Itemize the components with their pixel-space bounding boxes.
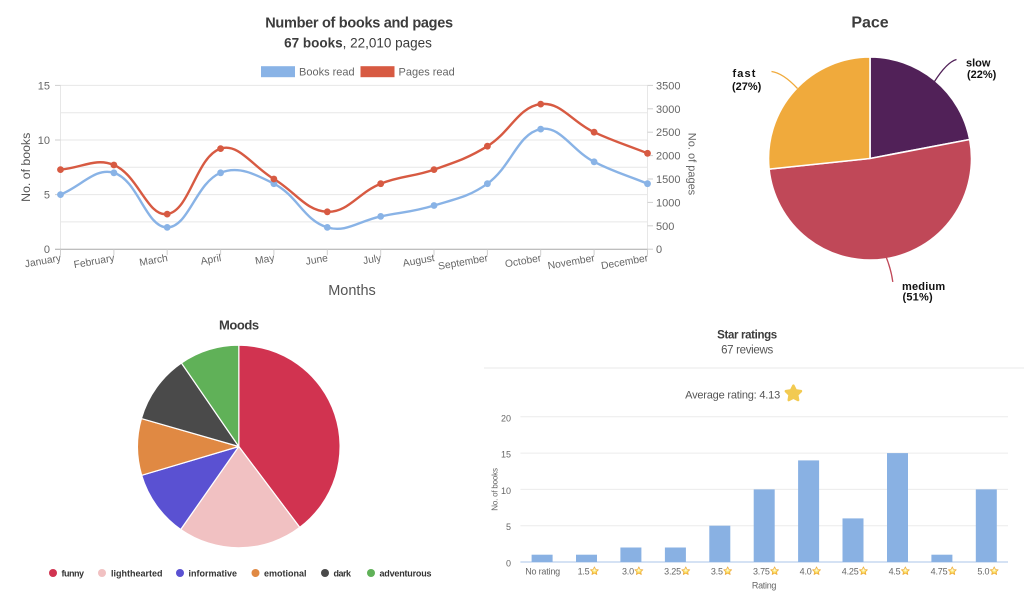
svg-text:fast: fast <box>733 68 757 80</box>
svg-text:5.0: 5.0 <box>977 567 989 577</box>
svg-text:No. of books: No. of books <box>19 133 33 202</box>
svg-text:December: December <box>600 253 649 272</box>
svg-text:August: August <box>402 253 436 269</box>
svg-text:April: April <box>200 253 222 267</box>
svg-text:emotional: emotional <box>264 569 307 579</box>
svg-text:dark: dark <box>334 569 353 579</box>
svg-text:Average rating: 4.13: Average rating: 4.13 <box>685 390 780 402</box>
svg-text:Pages read: Pages read <box>399 67 455 79</box>
svg-text:(27%): (27%) <box>732 81 762 93</box>
svg-text:Rating: Rating <box>752 580 777 590</box>
svg-text:15: 15 <box>38 80 50 92</box>
svg-text:20: 20 <box>501 413 511 423</box>
svg-text:funny: funny <box>62 569 84 579</box>
svg-text:0: 0 <box>656 244 662 256</box>
svg-text:5: 5 <box>44 190 50 202</box>
svg-text:4.0: 4.0 <box>800 567 812 577</box>
svg-text:(22%): (22%) <box>967 69 997 81</box>
svg-text:lighthearted: lighthearted <box>111 569 163 579</box>
svg-text:October: October <box>504 253 543 270</box>
svg-text:67 reviews: 67 reviews <box>721 344 773 356</box>
svg-text:15: 15 <box>501 450 511 460</box>
svg-text:10: 10 <box>38 135 50 147</box>
svg-text:500: 500 <box>656 221 674 233</box>
svg-text:September: September <box>437 253 489 273</box>
svg-text:4.5: 4.5 <box>889 567 901 577</box>
svg-text:1000: 1000 <box>656 197 680 209</box>
svg-text:Months: Months <box>328 283 376 299</box>
svg-text:informative: informative <box>189 569 238 579</box>
svg-text:4.75: 4.75 <box>931 567 948 577</box>
svg-text:0: 0 <box>44 244 50 256</box>
svg-text:Number of books and pages: Number of books and pages <box>265 16 453 32</box>
svg-text:(51%): (51%) <box>903 292 933 304</box>
svg-text:2000: 2000 <box>656 151 680 163</box>
svg-text:1.5: 1.5 <box>578 567 590 577</box>
svg-text:No rating: No rating <box>525 567 560 577</box>
svg-text:July: July <box>362 253 383 267</box>
svg-text:March: March <box>139 253 169 269</box>
svg-text:January: January <box>24 253 63 270</box>
svg-text:slow: slow <box>966 58 991 70</box>
svg-text:5: 5 <box>506 522 511 532</box>
svg-text:3.25: 3.25 <box>664 567 681 577</box>
svg-text:3.5: 3.5 <box>711 567 723 577</box>
svg-text:No. of pages: No. of pages <box>686 133 698 196</box>
svg-text:November: November <box>547 253 596 272</box>
svg-text:3.0: 3.0 <box>622 567 634 577</box>
svg-text:1500: 1500 <box>656 174 680 186</box>
svg-text:May: May <box>254 253 276 267</box>
svg-text:No. of books: No. of books <box>491 468 500 511</box>
svg-text:Star ratings: Star ratings <box>717 330 777 342</box>
svg-text:3000: 3000 <box>656 104 680 116</box>
svg-text:Books read: Books read <box>299 67 355 79</box>
svg-text:4.25: 4.25 <box>842 567 859 577</box>
svg-text:2500: 2500 <box>656 127 680 139</box>
svg-text:67 books, 22,010 pages: 67 books, 22,010 pages <box>284 35 432 50</box>
svg-text:3.75: 3.75 <box>753 567 770 577</box>
svg-text:adventurous: adventurous <box>380 569 432 579</box>
svg-text:Moods: Moods <box>219 318 259 333</box>
svg-text:medium: medium <box>902 281 945 293</box>
svg-text:February: February <box>73 253 116 271</box>
svg-text:June: June <box>305 253 329 268</box>
svg-text:3500: 3500 <box>656 80 680 92</box>
svg-text:10: 10 <box>501 486 511 496</box>
svg-text:Pace: Pace <box>851 15 888 32</box>
svg-text:0: 0 <box>506 559 511 569</box>
